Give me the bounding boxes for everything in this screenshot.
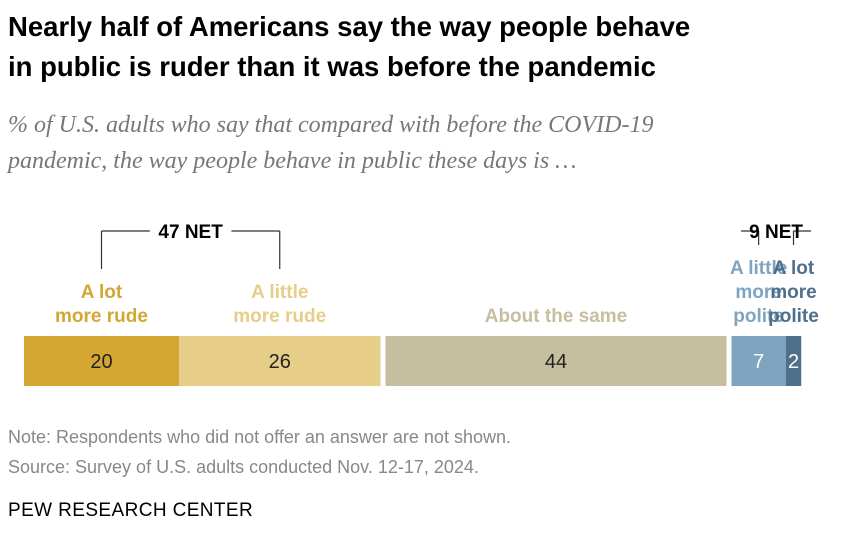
net-label-1: 9 NET xyxy=(749,222,803,243)
footer-brand: PEW RESEARCH CENTER xyxy=(8,500,253,521)
bar-0 xyxy=(24,336,179,386)
bar-2 xyxy=(385,336,727,386)
bar-3 xyxy=(731,336,786,386)
chart-subtitle-line-2: pandemic, the way people behave in publi… xyxy=(6,148,577,174)
category-label-1-line-1: more rude xyxy=(233,306,326,327)
category-label-4-line-0: A lot xyxy=(773,258,815,279)
category-label-0-line-1: more rude xyxy=(55,306,148,327)
chart-subtitle-line-1: % of U.S. adults who say that compared w… xyxy=(8,112,654,138)
chart-title-line-1: Nearly half of Americans say the way peo… xyxy=(8,11,690,42)
chart-source: Source: Survey of U.S. adults conducted … xyxy=(8,457,479,477)
bar-value-2: 44 xyxy=(545,351,567,373)
bar-value-0: 20 xyxy=(90,351,112,373)
bar-1 xyxy=(179,336,381,386)
net-label-0: 47 NET xyxy=(158,222,223,243)
category-label-4-line-1: more xyxy=(770,282,816,303)
category-label-2-line-0: About the same xyxy=(485,306,628,327)
bar-value-4: 2 xyxy=(788,351,799,373)
category-label-3-line-2: polite xyxy=(733,306,784,327)
chart-note: Note: Respondents who did not offer an a… xyxy=(8,427,511,447)
category-label-4-line-2: polite xyxy=(768,306,819,327)
bar-value-3: 7 xyxy=(753,351,764,373)
chart-title-line-2: in public is ruder than it was before th… xyxy=(8,51,656,82)
category-label-3-line-0: A little xyxy=(730,258,787,279)
bar-value-1: 26 xyxy=(269,351,291,373)
plot-area: 20 26 44 7 2 A lot more rude A little more rude A… xyxy=(24,222,819,386)
category-label-0-line-0: A lot xyxy=(81,282,123,303)
bar-4 xyxy=(785,336,802,386)
category-label-1-line-0: A little xyxy=(251,282,308,303)
category-label-3-line-1: more xyxy=(735,282,781,303)
